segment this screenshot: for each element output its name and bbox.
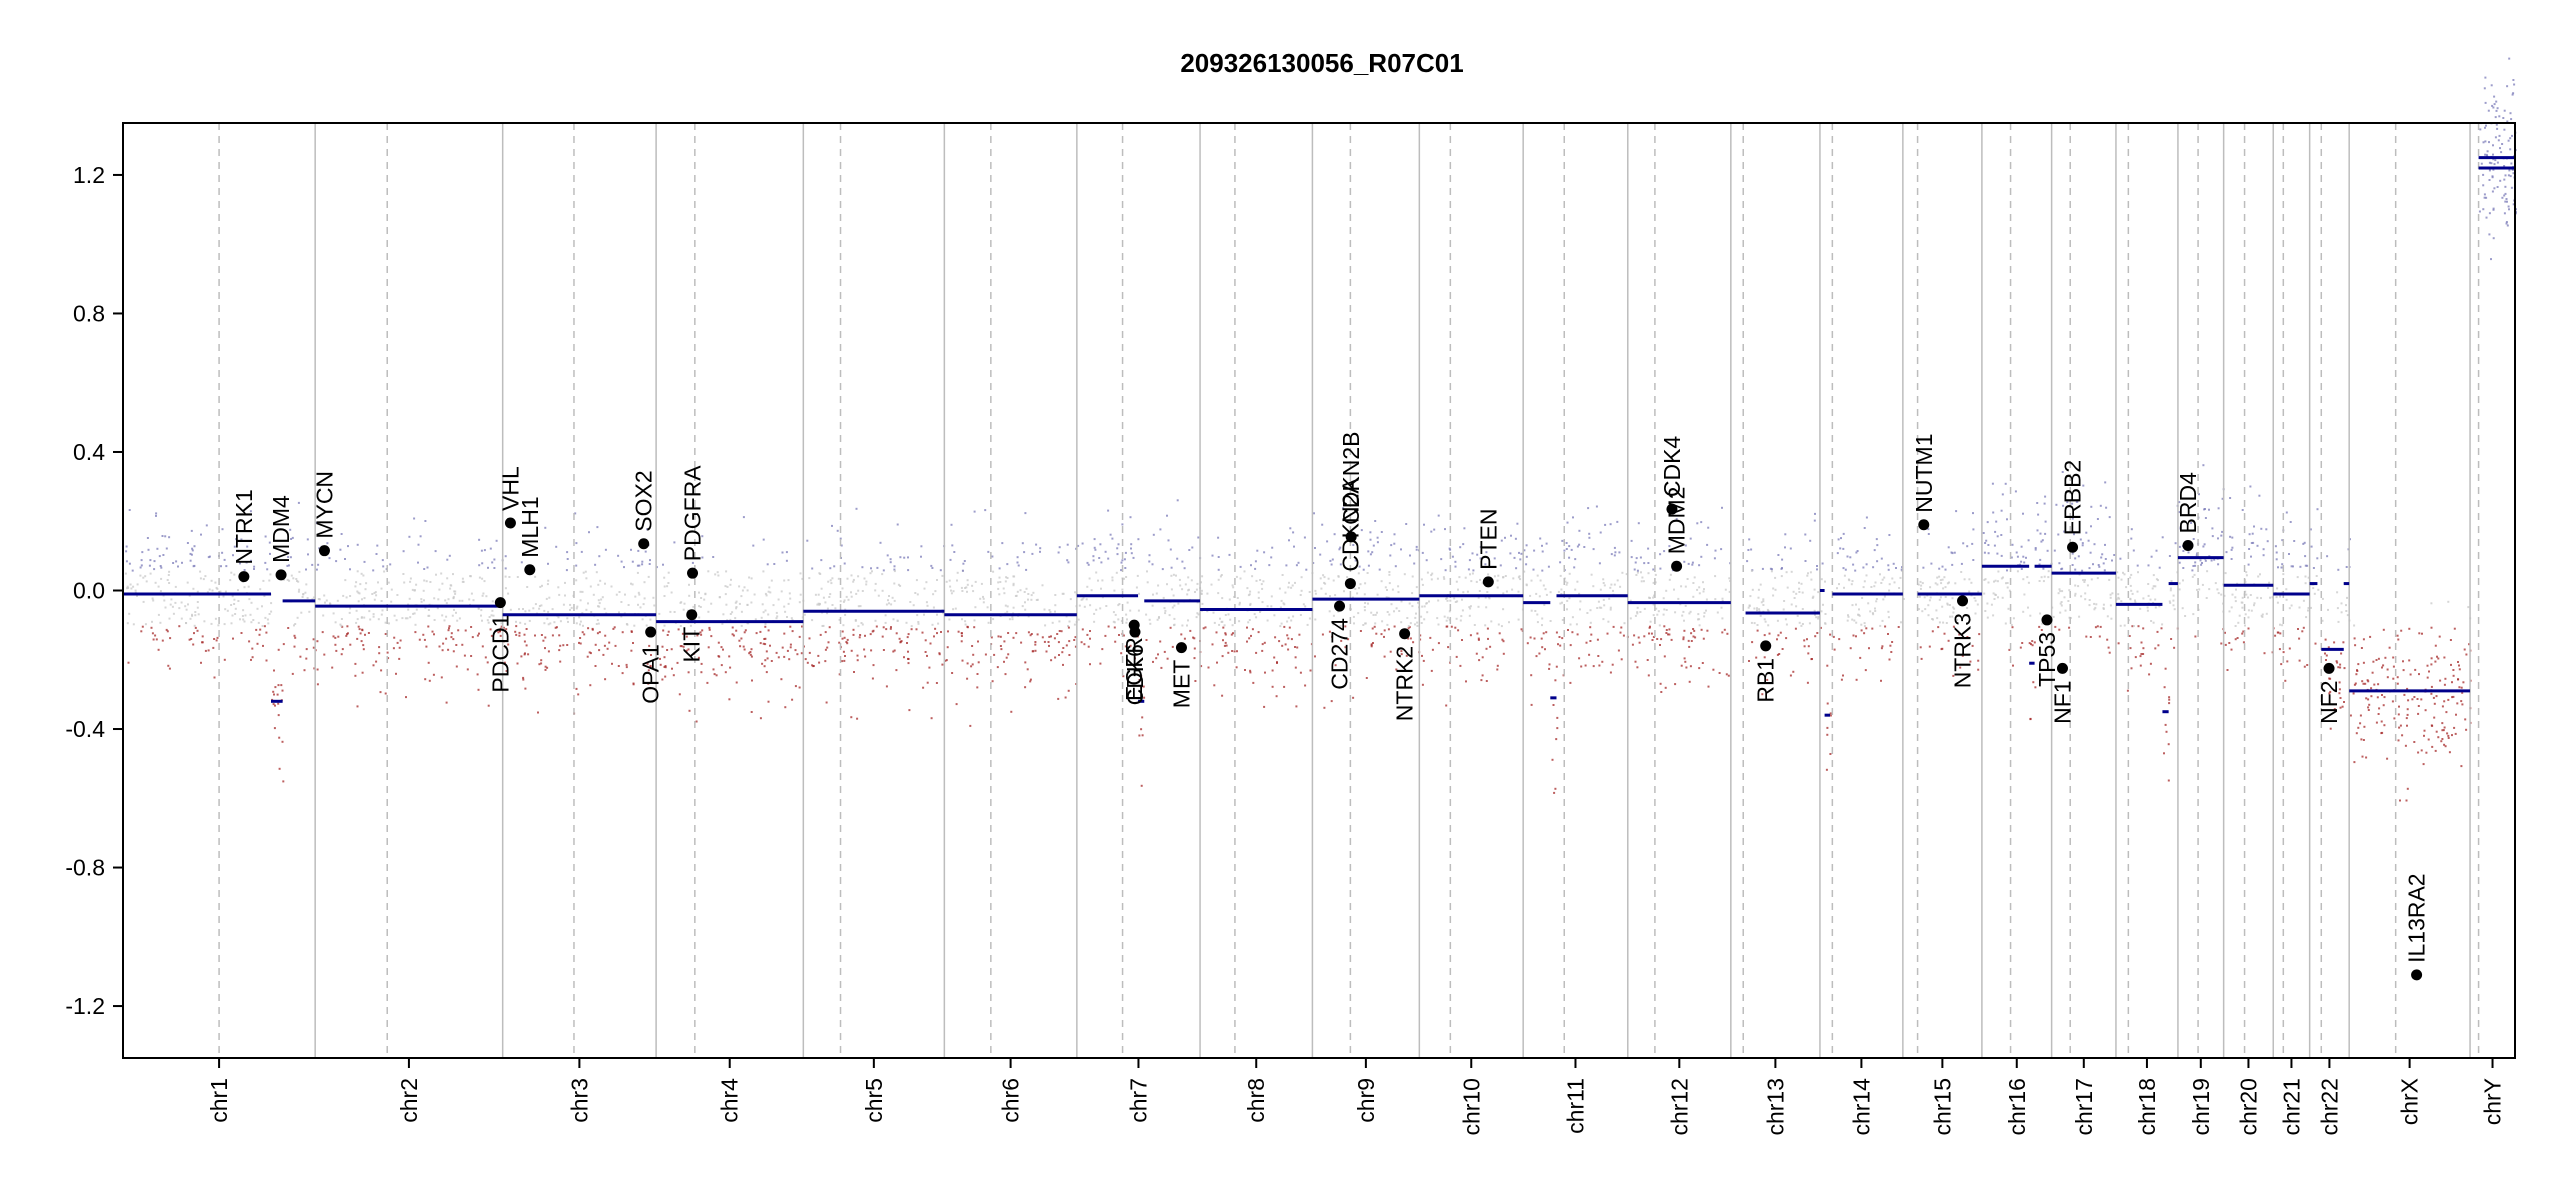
y-tick-label: -0.4 [65,716,105,742]
y-tick-label: 0.8 [73,300,105,326]
gene-point-TP53 [2041,614,2053,626]
x-tick-label-chr18: chr18 [2134,1078,2160,1136]
gene-point-NF2 [2323,662,2335,674]
centromere-lines [218,123,2480,1058]
y-tick-label: -1.2 [65,993,105,1019]
gene-label-MET: MET [1168,660,1194,709]
gene-point-MYCN [318,545,330,557]
x-axis: chr1 chr2 chr3 chr4 chr5 chr6 chr7 chr8 chr9 chr1… [206,1058,2506,1136]
x-tick-label-chr9: chr9 [1353,1078,1379,1123]
x-tick-label-chr16: chr16 [2004,1078,2030,1136]
gene-point-MDM4 [275,569,287,581]
x-tick-label-chr11: chr11 [1562,1078,1588,1134]
gene-label-NUTM1: NUTM1 [1911,433,1937,512]
gene-point-PDGFRA [687,567,699,579]
gene-point-BRD4 [2182,539,2194,551]
x-tick-label-chr3: chr3 [566,1078,592,1123]
gene-point-CDKN2B [1345,531,1357,543]
x-tick-label-chr19: chr19 [2188,1078,2214,1136]
gene-label-CDK4: CDK4 [1659,436,1685,498]
gene-point-KIT [686,609,698,621]
gene-label-ERBB2: ERBB2 [2060,460,2086,535]
gene-point-NTRK2 [1399,628,1411,640]
gene-point-CDK6 [1129,626,1141,638]
x-tick-label-chr4: chr4 [717,1078,743,1123]
x-tick-label-chr17: chr17 [2071,1078,2097,1136]
x-tick-label-chr6: chr6 [998,1078,1024,1123]
gene-point-MDM2 [1671,560,1683,572]
x-tick-label-chr21: chr21 [2278,1078,2304,1136]
gene-label-MYCN: MYCN [311,471,337,539]
gene-label-CD274: CD274 [1327,618,1353,690]
x-tick-label-chrY: chrY [2480,1078,2506,1125]
probe-cloud [124,57,2517,802]
gene-label-CDKN2A: CDKN2A [1337,478,1363,572]
chart-title: 209326130056_R07C01 [1180,48,1463,78]
x-tick-label-chr15: chr15 [1929,1078,1955,1136]
gene-label-TP53: TP53 [2034,632,2060,687]
gene-label-CDK6: CDK6 [1122,644,1148,705]
gene-point-MET [1175,642,1187,654]
y-axis: 1.2 0.8 0.4 0.0 -0.4 -0.8 -1.2 [65,162,123,1019]
gene-point-NF1 [2056,662,2068,674]
gene-label-MDM2: MDM2 [1664,487,1690,555]
plot-frame [122,122,2516,1059]
gene-label-PDGFRA: PDGFRA [680,465,706,562]
gene-point-SOX2 [638,538,650,550]
y-tick-label: 0.0 [73,578,105,604]
gene-label-PTEN: PTEN [1475,508,1501,569]
chromosome-boundaries [314,123,2471,1058]
x-tick-label-chr13: chr13 [1762,1078,1788,1136]
x-tick-label-chr5: chr5 [861,1078,887,1123]
x-tick-label-chr22: chr22 [2316,1078,2342,1136]
x-tick-label-chr12: chr12 [1666,1078,1692,1136]
gene-point-PTEN [1482,576,1494,588]
gene-point-CDK4 [1666,503,1678,515]
gene-label-VHL: VHL [497,466,523,511]
gene-label-MLH1: MLH1 [517,496,543,557]
gene-label-PDCD1: PDCD1 [487,615,513,693]
gene-label-MDM4: MDM4 [268,495,294,563]
gene-label-KIT: KIT [679,627,705,663]
gene-label-CDKN2B: CDKN2B [1338,432,1364,525]
gene-point-PDCD1 [494,597,506,609]
x-tick-label-chrX: chrX [2397,1078,2423,1125]
gene-point-RB1 [1760,640,1772,652]
gene-label-SOX2: SOX2 [631,470,657,531]
gene-label-NF1: NF1 [2049,680,2075,723]
gene-point-NTRK1 [238,571,250,583]
y-tick-label: 0.4 [73,439,105,465]
x-tick-label-chr7: chr7 [1125,1078,1151,1123]
gene-point-VHL [504,517,516,529]
gene-label-OPA1: OPA1 [638,644,664,704]
gene-point-NUTM1 [1918,519,1930,531]
y-tick-label: -0.8 [65,855,105,881]
gene-label-NTRK2: NTRK2 [1392,646,1418,721]
segment-lines [123,156,2515,717]
gene-point-OPA1 [645,626,657,638]
gene-point-NTRK3 [1957,595,1969,607]
x-tick-label-chr1: chr1 [206,1078,232,1123]
x-tick-label-chr14: chr14 [1848,1078,1874,1136]
gene-point-ERBB2 [2067,541,2079,553]
x-tick-label-chr20: chr20 [2235,1078,2261,1136]
x-tick-label-chr2: chr2 [396,1078,422,1123]
gene-label-EGFR: EGFR [1121,637,1147,701]
gene-label-NTRK3: NTRK3 [1950,613,1976,688]
gene-label-NF2: NF2 [2316,680,2342,723]
x-tick-label-chr8: chr8 [1243,1078,1269,1123]
gene-point-CD274 [1334,600,1346,612]
gene-point-IL13RA2 [2411,969,2423,981]
gene-label-NTRK1: NTRK1 [231,489,257,564]
y-tick-label: 1.2 [73,162,105,188]
gene-label-RB1: RB1 [1753,658,1779,703]
gene-point-MLH1 [524,564,536,576]
gene-label-IL13RA2: IL13RA2 [2404,873,2430,963]
x-tick-label-chr10: chr10 [1458,1078,1484,1136]
gene-label-BRD4: BRD4 [2175,472,2201,534]
gene-point-CDKN2A [1344,578,1356,590]
